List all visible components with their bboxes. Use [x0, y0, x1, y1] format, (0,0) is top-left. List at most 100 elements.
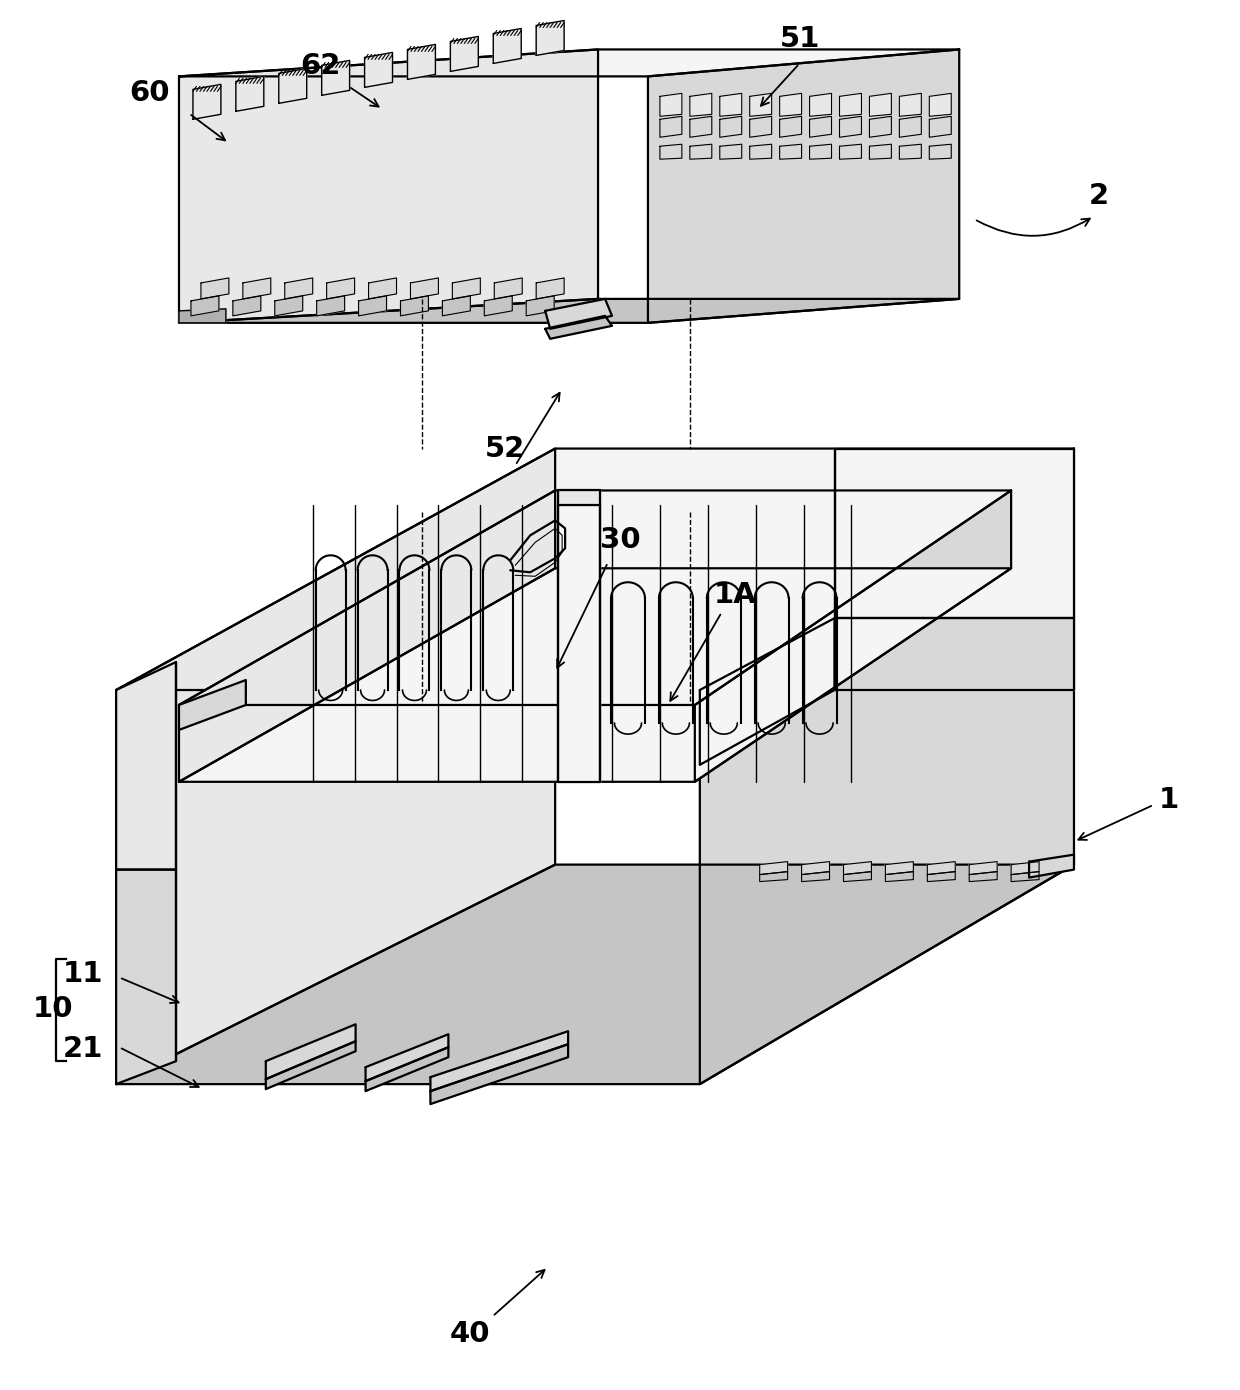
Polygon shape: [558, 491, 600, 781]
Polygon shape: [326, 278, 355, 299]
Polygon shape: [279, 68, 306, 103]
Polygon shape: [899, 93, 921, 117]
Text: 40: 40: [450, 1319, 491, 1347]
Polygon shape: [430, 1031, 568, 1091]
Polygon shape: [546, 316, 613, 339]
Polygon shape: [236, 76, 264, 111]
Polygon shape: [316, 296, 345, 316]
Polygon shape: [117, 865, 1074, 1084]
Polygon shape: [358, 296, 387, 316]
Text: 2: 2: [1089, 182, 1109, 210]
Polygon shape: [401, 296, 429, 316]
Polygon shape: [450, 36, 479, 71]
Polygon shape: [265, 1041, 356, 1090]
Polygon shape: [719, 145, 742, 160]
Polygon shape: [885, 872, 914, 881]
Polygon shape: [179, 569, 1011, 781]
Polygon shape: [839, 93, 862, 117]
Polygon shape: [495, 278, 522, 299]
Polygon shape: [179, 50, 960, 76]
Polygon shape: [179, 50, 598, 322]
Polygon shape: [275, 296, 303, 316]
Polygon shape: [408, 44, 435, 79]
Polygon shape: [453, 278, 480, 299]
FancyArrowPatch shape: [977, 218, 1090, 236]
Polygon shape: [365, 53, 393, 88]
Polygon shape: [558, 491, 600, 506]
Polygon shape: [546, 299, 613, 329]
Polygon shape: [699, 449, 1074, 1084]
Polygon shape: [191, 296, 219, 316]
Polygon shape: [810, 145, 832, 160]
Polygon shape: [929, 93, 951, 117]
Polygon shape: [689, 145, 712, 160]
Polygon shape: [843, 862, 872, 874]
Polygon shape: [265, 1024, 356, 1079]
Polygon shape: [750, 117, 771, 138]
Polygon shape: [179, 309, 226, 322]
Text: 62: 62: [300, 53, 341, 81]
Polygon shape: [719, 93, 742, 117]
Polygon shape: [750, 93, 771, 117]
Text: 1A: 1A: [713, 581, 756, 609]
Polygon shape: [117, 449, 556, 1084]
Polygon shape: [179, 491, 1011, 705]
Text: 60: 60: [129, 79, 170, 107]
Polygon shape: [366, 1047, 449, 1091]
Polygon shape: [1011, 862, 1039, 874]
Polygon shape: [928, 862, 955, 874]
Text: 21: 21: [63, 1036, 103, 1063]
Polygon shape: [928, 872, 955, 881]
Polygon shape: [485, 296, 512, 316]
Text: 30: 30: [600, 527, 640, 555]
Polygon shape: [660, 117, 682, 138]
Text: 52: 52: [485, 435, 526, 463]
Polygon shape: [835, 449, 1074, 619]
Polygon shape: [649, 50, 960, 322]
Polygon shape: [801, 872, 830, 881]
Polygon shape: [117, 662, 176, 870]
Polygon shape: [117, 449, 1074, 689]
Polygon shape: [699, 619, 835, 764]
Text: 11: 11: [63, 960, 103, 988]
Polygon shape: [179, 491, 556, 781]
Text: 10: 10: [33, 995, 73, 1023]
Polygon shape: [929, 117, 951, 138]
Polygon shape: [869, 117, 892, 138]
Polygon shape: [179, 299, 960, 322]
Polygon shape: [368, 278, 397, 299]
Polygon shape: [443, 296, 470, 316]
Polygon shape: [899, 117, 921, 138]
Polygon shape: [970, 862, 997, 874]
Polygon shape: [694, 491, 1011, 781]
Polygon shape: [885, 862, 914, 874]
Polygon shape: [689, 117, 712, 138]
Polygon shape: [810, 117, 832, 138]
Polygon shape: [117, 870, 176, 1084]
Polygon shape: [536, 21, 564, 56]
Polygon shape: [843, 872, 872, 881]
Polygon shape: [285, 278, 312, 299]
Polygon shape: [839, 145, 862, 160]
Polygon shape: [839, 117, 862, 138]
Polygon shape: [193, 85, 221, 120]
Polygon shape: [835, 619, 1074, 689]
Polygon shape: [760, 862, 787, 874]
Polygon shape: [780, 117, 801, 138]
Polygon shape: [660, 93, 682, 117]
Polygon shape: [179, 680, 246, 730]
Polygon shape: [780, 93, 801, 117]
Polygon shape: [929, 145, 951, 160]
Polygon shape: [1011, 872, 1039, 881]
Polygon shape: [810, 93, 832, 117]
Polygon shape: [410, 278, 439, 299]
Polygon shape: [558, 506, 600, 781]
Polygon shape: [719, 117, 742, 138]
Polygon shape: [869, 93, 892, 117]
Polygon shape: [201, 278, 229, 299]
Polygon shape: [660, 145, 682, 160]
Polygon shape: [430, 1044, 568, 1104]
Polygon shape: [899, 145, 921, 160]
Polygon shape: [366, 1034, 449, 1081]
Polygon shape: [780, 145, 801, 160]
